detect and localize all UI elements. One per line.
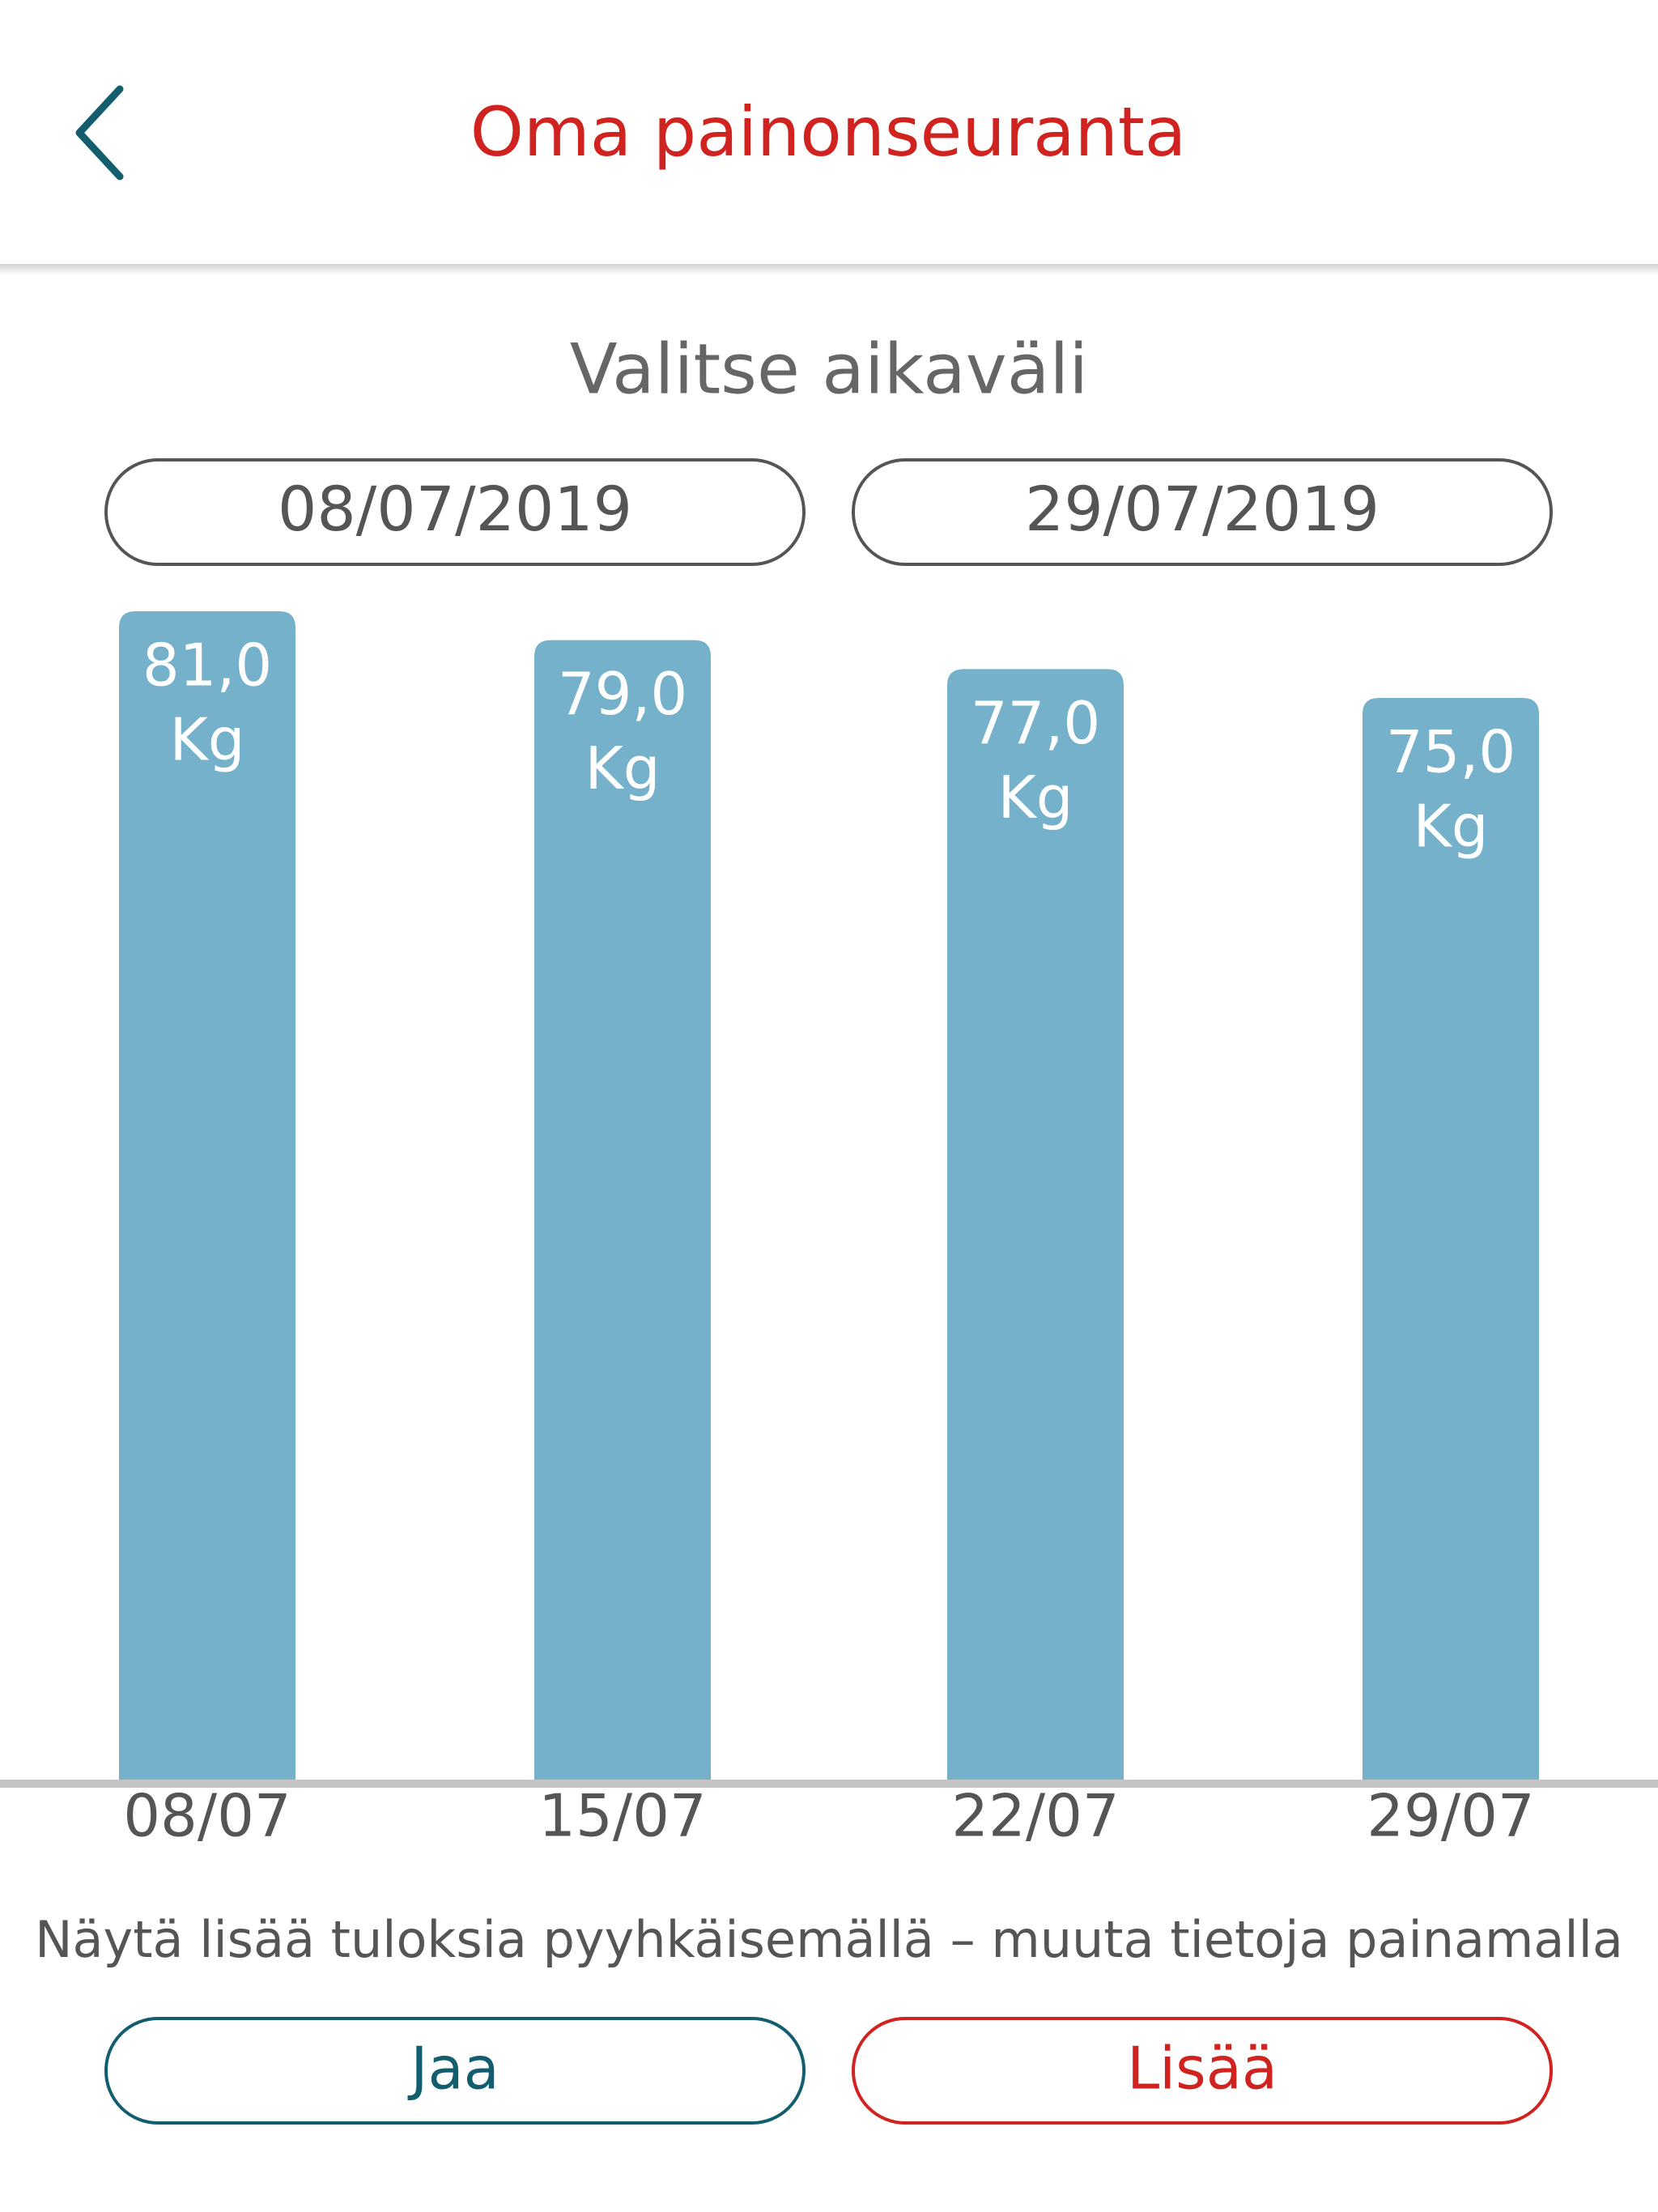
value-label: 77,0 (971, 689, 1100, 757)
value-label: 79,0 (558, 660, 687, 728)
value-label: 75,0 (1386, 718, 1516, 786)
x-tick-label: 15/07 (538, 1782, 707, 1850)
unit-label: Kg (998, 764, 1073, 832)
unit-label: Kg (1414, 793, 1489, 861)
hint: Näytä lisää tuloksia pyyhkäisemällä – mu… (35, 1910, 1623, 1969)
x-tick-label: 08/07 (123, 1782, 291, 1850)
bar (947, 669, 1124, 1781)
start-date-pill[interactable] (104, 458, 806, 566)
x-tick-label: 29/07 (1367, 1782, 1535, 1850)
unit-label: Kg (585, 734, 661, 802)
baseline (0, 1780, 1658, 1788)
end-date[interactable]: 29/07/2019 (1025, 473, 1380, 545)
value-label: 81,0 (142, 632, 272, 700)
page-title: Oma painonseuranta (470, 92, 1186, 172)
bar (534, 640, 711, 1782)
start-date[interactable]: 08/07/2019 (278, 473, 632, 545)
x-tick-label: 22/07 (951, 1782, 1120, 1850)
end-date-pill[interactable] (852, 458, 1553, 566)
back-button[interactable] (75, 85, 124, 181)
add-label[interactable]: Lisää (1127, 2035, 1278, 2103)
bar (1363, 698, 1539, 1781)
share-label[interactable]: Jaa (407, 2035, 499, 2103)
bar (119, 611, 295, 1781)
header-shadow (0, 264, 1658, 275)
header (0, 0, 1658, 264)
share-button[interactable] (104, 2017, 806, 2125)
range-label: Valitse aikaväli (570, 329, 1088, 410)
add-button[interactable] (852, 2017, 1553, 2125)
chart: 81,0Kg08/0779,0Kg15/0777,0Kg22/0775,0Kg2… (119, 611, 1539, 1850)
unit-label: Kg (170, 706, 245, 774)
